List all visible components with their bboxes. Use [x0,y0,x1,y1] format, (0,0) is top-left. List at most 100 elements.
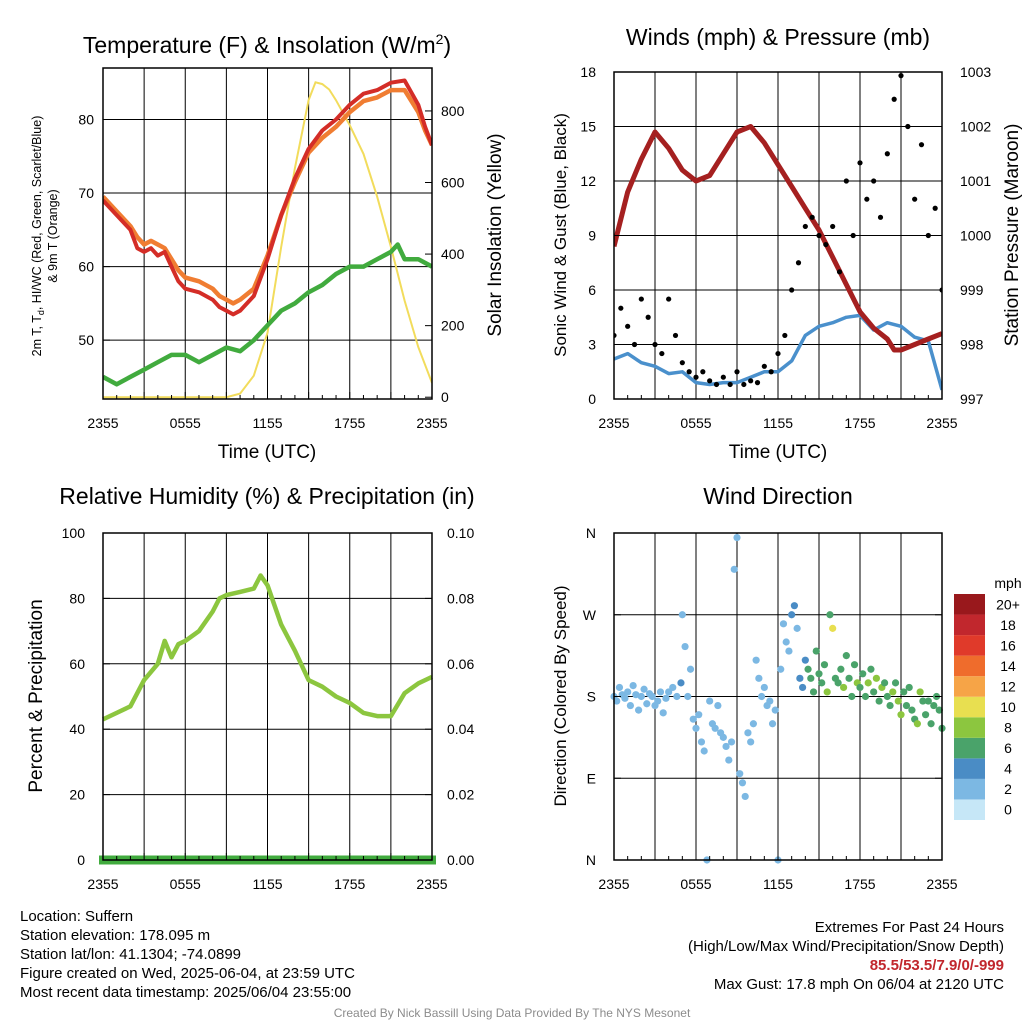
colorbar-label: 18 [1000,617,1016,633]
temperature-ticks: 2355 0555 1155 1755 235550607080020040060080… [78,103,464,431]
direction-point [777,665,785,673]
colorbar-label: 10 [1000,699,1016,715]
gust-point [693,374,699,380]
colorbar-label: 14 [1000,658,1016,674]
insolation-ylabel: Solar Insolation (Yellow) [485,133,506,336]
gust-point [775,350,781,357]
pressure-ylabel: Station Pressure (Maroon) [1002,124,1023,347]
precip-ytick-label: 0.10 [447,525,474,541]
direction-point [760,683,768,692]
colorbar-swatch [954,717,985,738]
direction-point [845,674,853,682]
direction-point [730,565,738,573]
direction-xtick-label: 2355 [598,876,629,892]
direction-xtick-label: 2355 [926,876,957,892]
gust-point [659,350,665,357]
colorbar-label: 2 [1004,781,1012,797]
direction-point [673,692,681,701]
insolation-ytick-label: 800 [441,103,465,119]
direction-point [834,679,842,687]
direction-point [867,665,875,673]
gust-point [918,142,925,148]
direction-point [624,688,632,696]
max-gust: Max Gust: 17.8 mph On 06/04 at 2120 UTC [713,976,1004,993]
colorbar-swatch [954,778,985,800]
direction-point [804,665,812,673]
direction-point [881,679,889,687]
direction-point [692,724,700,732]
pressure-ytick-label: 1001 [960,173,991,189]
gust-point [761,363,767,369]
direction-point [744,729,752,737]
direction-ytick-label: N [586,852,596,868]
gust-point [871,178,877,184]
gust-point [816,232,822,239]
direction-ytick-label: S [587,689,596,705]
direction-point [935,706,943,714]
temperature-ytick-label: 60 [78,259,94,275]
humidity-ytick-label: 80 [69,590,85,606]
sonic-wind-line [614,313,942,391]
gust-point [631,341,638,348]
direction-point [749,720,758,728]
pressure-ytick-label: 1003 [960,64,991,80]
colorbar-label: 12 [1000,678,1016,694]
direction-point [916,688,924,696]
gust-point [782,332,788,339]
colorbar-title: mph [994,575,1021,591]
gust-point [932,205,938,211]
temperature-xlabel: Time (UTC) [218,442,317,463]
humidity-ytick-label: 0 [77,852,85,868]
winds-xtick-label: 0555 [680,415,711,431]
insolation-ytick-label: 600 [441,175,465,191]
insolation-ytick-label: 0 [441,389,449,405]
direction-point [711,724,719,732]
humidity-ytick-label: 40 [69,721,85,737]
colorbar-label: 20+ [996,596,1020,612]
direction-point [643,700,651,708]
gust-point [713,381,720,388]
direction-point [812,647,820,655]
direction-xtick-label: 0555 [680,876,711,892]
precip-ytick-label: 0.00 [447,852,474,868]
recent-timestamp: Most recent data timestamp: 2025/06/04 2… [20,984,352,1001]
direction-point [872,674,881,682]
direction-point [793,624,801,632]
humidity-xtick-label: 0555 [170,876,201,892]
direction-point [613,697,621,705]
direction-point [801,656,809,664]
winds-ytick-label: 0 [588,391,596,407]
direction-point [837,665,845,673]
pressure-ytick-label: 998 [960,337,984,353]
gust-point [734,369,740,375]
gust-point [912,196,918,202]
direction-point [697,738,706,746]
direction-ytick-label: E [587,770,596,786]
direction-point [818,679,826,687]
gust-point [707,378,713,384]
gust-point [652,341,658,348]
direction-point [823,688,831,696]
direction-point [741,792,749,801]
temperature-xtick-label: 2355 [416,415,447,431]
direction-point [727,738,736,746]
direction-point [809,688,818,696]
direction-point [900,688,908,696]
direction-point [669,683,677,692]
direction-panel: Wind Direction 2355 0555 1155 1755 2355NESWN… [551,483,1022,892]
station-elevation: Station elevation: 178.095 m [20,927,211,944]
direction-point [768,720,777,728]
gust-point [857,160,863,166]
winds-ylabel-left: Sonic Wind & Gust (Blue, Black) [551,113,570,357]
temperature-ytick-label: 80 [78,111,94,127]
colorbar-swatch [954,696,985,718]
direction-point [919,697,927,705]
temp-9m-line [103,87,432,306]
station-info: Location: Suffern Station elevation: 178… [20,907,355,1002]
gust-point [768,369,774,375]
direction-point [747,738,755,746]
direction-point [908,706,916,714]
direction-point [733,533,741,542]
gust-point [836,269,843,275]
direction-point [678,611,686,619]
